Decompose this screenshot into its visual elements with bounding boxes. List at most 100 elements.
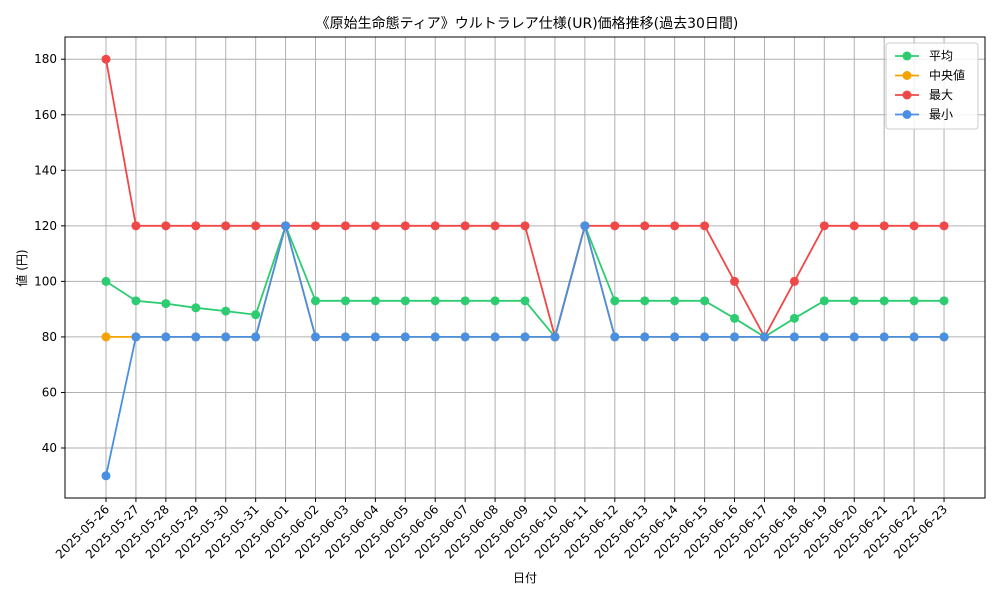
series-2 [101,54,949,342]
data-point [281,221,291,231]
data-point [161,221,171,231]
data-point [400,221,410,231]
y-tick-label: 40 [42,441,57,455]
data-point [670,332,680,342]
data-point [311,332,321,342]
data-point [101,471,111,481]
data-point [670,221,680,231]
data-point [879,332,889,342]
data-point [430,332,440,342]
data-point [221,332,231,342]
data-point [430,221,440,231]
data-point [670,296,680,306]
data-point [460,296,470,306]
data-point [610,332,620,342]
data-point [191,303,201,313]
data-point [939,221,949,231]
data-point [580,221,590,231]
data-point [340,296,350,306]
data-point [490,296,500,306]
data-point [101,54,111,64]
data-point [700,332,710,342]
data-point [819,221,829,231]
data-point [251,310,261,320]
data-point [789,332,799,342]
data-point [939,296,949,306]
data-point [131,221,141,231]
data-point [550,332,560,342]
data-point [849,296,859,306]
legend-label: 中央値 [929,68,965,83]
data-point [221,306,231,316]
y-axis-label: 値 (円) [14,249,29,286]
legend-marker [902,90,912,100]
data-point [430,296,440,306]
data-point [909,296,919,306]
data-point [131,296,141,306]
data-point [819,332,829,342]
chart-title: 《原始生命態ティア》ウルトラレア仕様(UR)価格推移(過去30日間) [316,15,739,32]
data-point [849,221,859,231]
data-point [311,221,321,231]
data-point [400,296,410,306]
data-point [460,332,470,342]
legend-label: 平均 [929,49,953,63]
data-point [879,296,889,306]
y-tick-label: 120 [34,219,57,233]
y-tick-label: 180 [34,52,57,66]
data-point [101,276,111,286]
data-point [490,221,500,231]
data-point [520,221,530,231]
data-point [191,332,201,342]
legend-label: 最小 [929,108,953,122]
legend-marker [902,110,912,119]
data-point [789,276,799,286]
data-point [251,221,261,231]
data-point [730,332,740,342]
data-point [909,332,919,342]
data-point [370,221,380,231]
data-point [340,221,350,231]
data-point [700,296,710,306]
data-point [610,296,620,306]
data-point [131,332,141,342]
legend-box [885,42,979,130]
y-tick-label: 140 [34,163,57,177]
data-series [101,54,949,481]
legend-marker [902,71,912,80]
data-point [909,221,919,231]
data-point [849,332,859,342]
data-point [311,296,321,306]
data-point [520,332,530,342]
data-point [251,332,261,342]
data-point [640,332,650,342]
data-point [221,221,231,231]
data-point [370,332,380,342]
data-point [879,221,889,231]
grid-lines [65,37,985,498]
y-tick-label: 60 [42,385,57,399]
data-point [161,299,171,309]
data-point [101,332,111,342]
data-point [700,221,710,231]
data-point [161,332,171,342]
data-point [400,332,410,342]
data-point [819,296,829,306]
legend-marker [902,51,912,61]
data-point [730,276,740,286]
data-point [730,313,740,323]
data-point [640,296,650,306]
data-point [789,313,799,323]
data-point [939,332,949,342]
data-point [610,221,620,231]
y-tick-label: 80 [42,330,57,344]
data-point [759,332,769,342]
data-point [490,332,500,342]
data-point [520,296,530,306]
x-axis-label: 日付 [513,571,537,585]
y-tick-label: 160 [34,108,57,122]
data-point [340,332,350,342]
series-3 [101,221,949,481]
